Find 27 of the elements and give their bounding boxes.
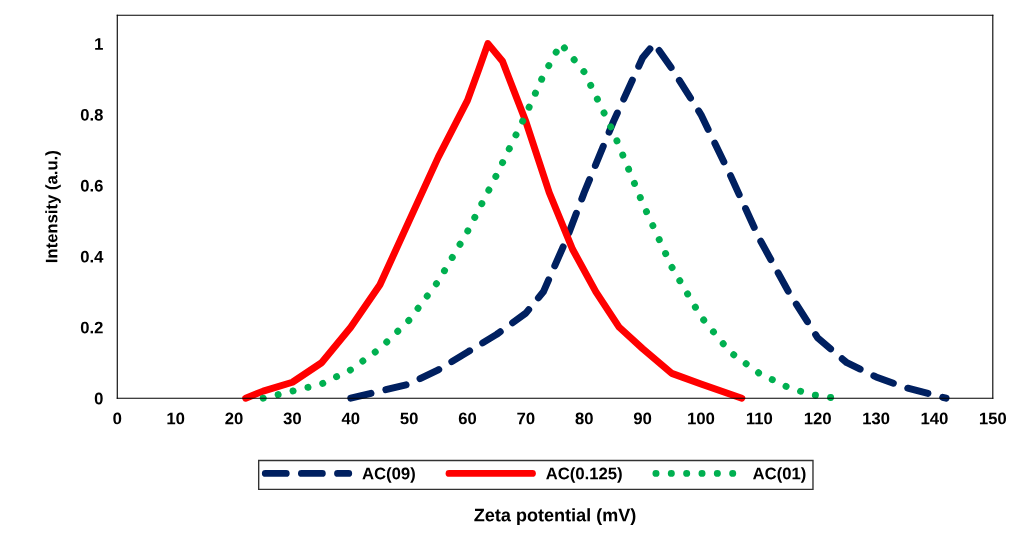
x-tick-label: 100 [688, 412, 715, 425]
y-tick-label: 0.4 [80, 250, 104, 263]
x-tick-label: 150 [979, 412, 1007, 425]
x-tick-label: 70 [517, 412, 535, 425]
y-tick-label: 0.8 [80, 108, 103, 121]
x-tick-label: 50 [400, 412, 418, 425]
x-tick-label: 10 [167, 412, 185, 425]
x-tick-label: 140 [921, 412, 948, 425]
x-tick-label: 30 [283, 412, 301, 425]
x-axis-title: Zeta potential (mV) [474, 508, 636, 526]
legend-label: AC(01) [753, 467, 806, 483]
x-tick-label: 0 [113, 412, 122, 425]
legend-label: AC(09) [362, 467, 415, 483]
y-tick-label: 0.2 [80, 321, 103, 334]
x-tick-label: 60 [458, 412, 477, 425]
x-tick-label: 90 [633, 412, 652, 425]
x-tick-label: 40 [341, 412, 360, 425]
x-tick-label: 110 [746, 412, 773, 425]
x-tick-label: 20 [225, 412, 243, 425]
x-tick-label: 130 [863, 412, 890, 425]
x-tick-label: 80 [575, 412, 593, 425]
legend-label: AC(0.125) [546, 467, 622, 483]
y-tick-label: 0.6 [80, 179, 103, 192]
x-tick-label: 120 [804, 412, 831, 425]
y-tick-label: 0 [94, 392, 103, 405]
y-axis-title: Intensity (a.u.) [45, 151, 61, 263]
y-tick-label: 1 [95, 38, 103, 50]
